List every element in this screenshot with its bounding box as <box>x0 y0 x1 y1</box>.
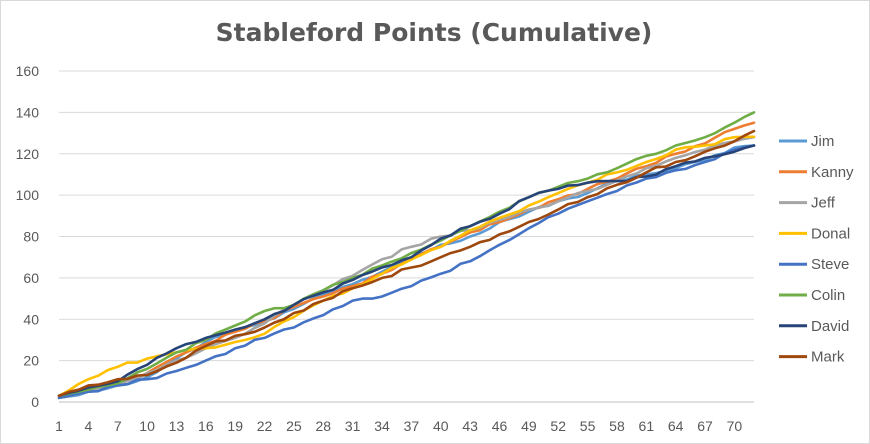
y-tick-label: 100 <box>16 187 40 203</box>
legend-label: Steve <box>811 256 849 273</box>
legend: Jim Kanny Jeff Donal Steve Colin David Mark <box>779 133 854 366</box>
x-tick-label: 61 <box>639 418 655 434</box>
y-axis-ticks: 0 20 40 60 80 100 120 140 160 <box>16 63 40 410</box>
legend-item-jeff: Jeff <box>779 195 836 212</box>
legend-item-jim: Jim <box>779 133 834 150</box>
chart-title: Stableford Points (Cumulative) <box>216 18 653 47</box>
x-tick-label: 4 <box>84 418 92 434</box>
x-tick-label: 13 <box>169 418 185 434</box>
series-line-mark <box>57 129 756 398</box>
legend-label: David <box>811 318 849 335</box>
x-tick-label: 10 <box>139 418 155 434</box>
legend-label: Jeff <box>811 195 836 212</box>
legend-label: Jim <box>811 133 834 150</box>
y-tick-label: 0 <box>31 394 39 410</box>
x-tick-label: 43 <box>462 418 478 434</box>
x-tick-label: 1 <box>55 418 63 434</box>
x-tick-label: 28 <box>316 418 332 434</box>
legend-label: Mark <box>811 349 845 366</box>
x-axis-ticks: 1 4 7 10 13 16 19 22 25 28 31 34 37 40 43 46 49 52 55 58 61 6… <box>55 418 742 434</box>
x-tick-label: 40 <box>433 418 449 434</box>
y-tick-label: 160 <box>16 63 40 79</box>
series-line-colin <box>57 111 756 398</box>
legend-item-kanny: Kanny <box>779 164 854 181</box>
x-tick-label: 7 <box>114 418 122 434</box>
x-tick-label: 19 <box>227 418 243 434</box>
x-tick-label: 67 <box>697 418 713 434</box>
series-lines <box>57 111 756 400</box>
x-tick-label: 34 <box>374 418 390 434</box>
series-line-steve <box>57 144 756 400</box>
legend-label: Donal <box>811 225 850 242</box>
x-tick-label: 46 <box>492 418 508 434</box>
x-tick-label: 16 <box>198 418 214 434</box>
legend-label: Colin <box>811 287 845 304</box>
y-tick-label: 60 <box>23 270 39 286</box>
legend-item-colin: Colin <box>779 287 845 304</box>
x-tick-label: 64 <box>668 418 684 434</box>
x-tick-label: 37 <box>404 418 420 434</box>
series-line-jeff <box>57 135 756 400</box>
legend-item-mark: Mark <box>779 349 845 366</box>
x-tick-label: 31 <box>345 418 361 434</box>
y-tick-label: 40 <box>23 311 39 327</box>
x-tick-label: 55 <box>580 418 596 434</box>
legend-label: Kanny <box>811 164 854 181</box>
x-tick-label: 49 <box>521 418 537 434</box>
y-tick-label: 20 <box>23 353 39 369</box>
x-tick-label: 58 <box>609 418 625 434</box>
y-tick-label: 140 <box>16 104 40 120</box>
legend-item-donal: Donal <box>779 225 850 242</box>
gridlines <box>59 70 754 403</box>
legend-item-david: David <box>779 318 849 335</box>
y-tick-label: 80 <box>23 229 39 245</box>
y-tick-label: 120 <box>16 146 40 162</box>
x-tick-label: 52 <box>550 418 566 434</box>
x-tick-label: 25 <box>286 418 302 434</box>
legend-item-steve: Steve <box>779 256 849 273</box>
x-tick-label: 22 <box>257 418 273 434</box>
x-tick-label: 70 <box>727 418 743 434</box>
